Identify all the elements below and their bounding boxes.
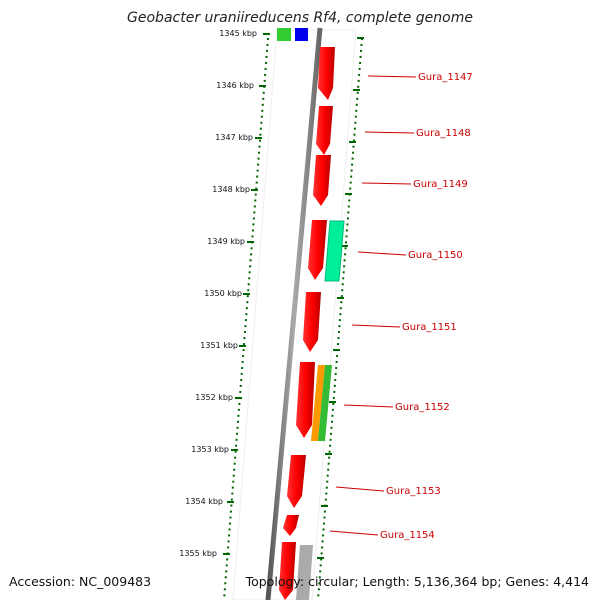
scale-label-1353: 1353 kbp [191,445,229,454]
scale-label-1348: 1348 kbp [212,185,250,194]
gene-arrow-bottom [279,542,296,600]
gene-label-gura-1151: Gura_1151 [402,322,457,333]
genome-summary-text: Topology: circular; Length: 5,136,364 bp… [245,574,589,589]
gene-label-gura-1147: Gura_1147 [418,72,473,83]
scale-label-1351: 1351 kbp [200,341,238,350]
gene-arrow-gura-1148 [316,106,333,155]
gene-label-gura-1154: Gura_1154 [380,530,435,541]
rna-feature-cyan [324,220,345,282]
gene-arrow-gura-1152 [296,362,315,438]
feature-blue-top [295,28,308,41]
feature-green-top [277,28,291,41]
gene-label-gura-1153: Gura_1153 [386,486,441,497]
gene-labels: Gura_1147 Gura_1148 Gura_1149 Gura_1150 … [380,72,473,541]
scale-label-1346: 1346 kbp [216,81,254,90]
scale-label-1349: 1349 kbp [207,237,245,246]
gene-features [279,47,345,600]
gene-label-gura-1150: Gura_1150 [408,250,463,261]
scale-label-1352: 1352 kbp [195,393,233,402]
gene-label-gura-1152: Gura_1152 [395,402,450,413]
feature-green [318,365,332,441]
gene-arrow-gura-1153 [287,455,306,508]
scale-labels: 1345 kbp 1346 kbp 1347 kbp 1348 kbp 1349… [179,29,257,558]
gene-label-gura-1149: Gura_1149 [413,179,468,190]
map-title: Geobacter uraniireducens Rf4, complete g… [127,10,473,26]
gene-arrow-gura-1154 [283,515,299,536]
accession-text: Accession: NC_009483 [9,574,151,589]
gene-arrow-gura-1150 [308,220,327,280]
label-leaders [329,75,417,536]
gene-label-gura-1148: Gura_1148 [416,128,471,139]
left-ruler-dotted-line [223,37,269,600]
feature-orange [311,365,325,441]
gene-arrow-gura-1147 [318,47,335,100]
gene-arrow-gura-1151 [303,292,321,352]
genome-backbone [265,27,323,600]
scale-label-1350: 1350 kbp [204,289,242,298]
scale-label-1347: 1347 kbp [215,133,253,142]
scale-label-1355: 1355 kbp [179,549,217,558]
gene-arrow-gura-1149 [313,155,331,206]
scale-label-1345: 1345 kbp [219,29,257,38]
pseudo-feature-grey [296,545,313,600]
scale-label-1354: 1354 kbp [185,497,223,506]
